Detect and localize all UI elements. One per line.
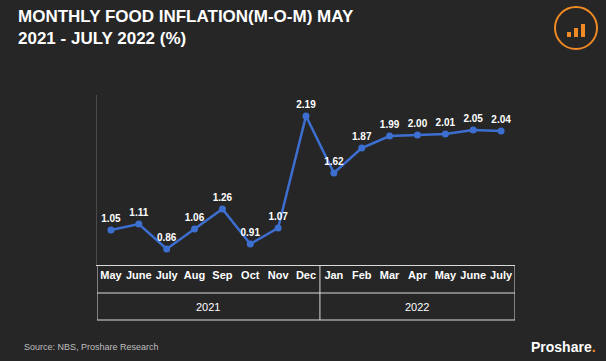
svg-text:May: May bbox=[100, 269, 122, 281]
svg-text:2022: 2022 bbox=[405, 301, 429, 313]
svg-text:Aug: Aug bbox=[184, 269, 205, 281]
svg-text:1.26: 1.26 bbox=[213, 192, 233, 203]
svg-text:June: June bbox=[126, 269, 152, 281]
svg-text:2.01: 2.01 bbox=[436, 117, 456, 128]
svg-text:1.07: 1.07 bbox=[268, 211, 288, 222]
svg-text:July: July bbox=[490, 269, 513, 281]
svg-text:Proshare.: Proshare. bbox=[531, 339, 596, 355]
svg-text:1.06: 1.06 bbox=[185, 212, 205, 223]
svg-text:MONTHLY FOOD INFLATION(M-O-M): MONTHLY FOOD INFLATION(M-O-M) MAY2021 - … bbox=[18, 7, 354, 48]
svg-text:Nov: Nov bbox=[268, 269, 290, 281]
svg-text:Apr: Apr bbox=[408, 269, 428, 281]
svg-text:Mar: Mar bbox=[380, 269, 400, 281]
svg-text:May: May bbox=[435, 269, 457, 281]
svg-text:2021: 2021 bbox=[196, 301, 220, 313]
svg-text:Oct: Oct bbox=[241, 269, 260, 281]
svg-text:0.86: 0.86 bbox=[157, 232, 177, 243]
svg-text:2.05: 2.05 bbox=[463, 113, 483, 124]
svg-text:Feb: Feb bbox=[352, 269, 372, 281]
svg-text:June: June bbox=[460, 269, 486, 281]
svg-text:2.00: 2.00 bbox=[408, 118, 428, 129]
svg-text:Dec: Dec bbox=[296, 269, 316, 281]
svg-text:1.11: 1.11 bbox=[129, 207, 148, 218]
svg-text:Source: NBS, Proshare Research: Source: NBS, Proshare Research bbox=[24, 342, 159, 352]
svg-text:July: July bbox=[156, 269, 179, 281]
svg-text:1.62: 1.62 bbox=[324, 156, 344, 167]
svg-text:1.05: 1.05 bbox=[101, 213, 121, 224]
svg-text:0.91: 0.91 bbox=[241, 227, 261, 238]
svg-text:1.99: 1.99 bbox=[380, 119, 400, 130]
svg-text:2.04: 2.04 bbox=[491, 114, 511, 125]
svg-text:2.19: 2.19 bbox=[296, 99, 316, 110]
svg-text:Sep: Sep bbox=[212, 269, 232, 281]
svg-text:1.87: 1.87 bbox=[352, 131, 372, 142]
svg-text:Jan: Jan bbox=[324, 269, 343, 281]
